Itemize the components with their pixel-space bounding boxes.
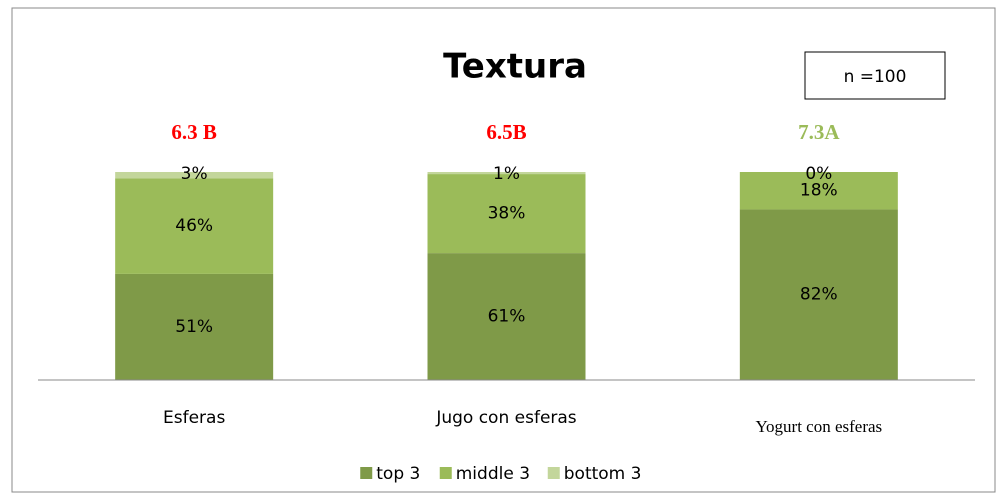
value-label: 46% bbox=[175, 216, 213, 236]
x-tick-label: Esferas bbox=[163, 408, 225, 428]
value-label: 0% bbox=[805, 164, 832, 184]
bar-segment bbox=[115, 273, 274, 380]
note: n =100 bbox=[844, 67, 907, 87]
bar-segment bbox=[115, 172, 274, 179]
legend-swatch bbox=[547, 467, 560, 479]
value-label: 3% bbox=[181, 164, 208, 184]
value-label: 38% bbox=[488, 204, 526, 224]
bar-segment bbox=[427, 253, 586, 380]
bar-segment bbox=[427, 172, 586, 175]
value-label: 61% bbox=[488, 307, 526, 327]
x-tick-label: Jugo con esferas bbox=[435, 408, 576, 428]
bar-segment bbox=[115, 178, 274, 274]
legend-label: middle 3 bbox=[456, 464, 530, 484]
annotation: 6.5B bbox=[486, 120, 526, 144]
note-box bbox=[804, 51, 946, 100]
annotation: 6.3 B bbox=[171, 120, 217, 144]
value-label: 18% bbox=[800, 181, 838, 201]
bar-segment bbox=[739, 209, 898, 380]
legend-swatch bbox=[439, 467, 452, 479]
x-tick-label: Yogurt con esferas bbox=[755, 417, 882, 436]
value-label: 82% bbox=[800, 285, 838, 305]
value-label: 51% bbox=[175, 317, 213, 337]
value-label: 1% bbox=[493, 164, 520, 184]
legend-swatch bbox=[360, 467, 373, 479]
annotation: 7.3A bbox=[798, 120, 840, 144]
legend-label: bottom 3 bbox=[564, 464, 642, 484]
legend-label: top 3 bbox=[376, 464, 420, 484]
bar-segment bbox=[739, 172, 898, 210]
bar-segment bbox=[427, 174, 586, 254]
chart-title: Textura bbox=[443, 47, 587, 87]
